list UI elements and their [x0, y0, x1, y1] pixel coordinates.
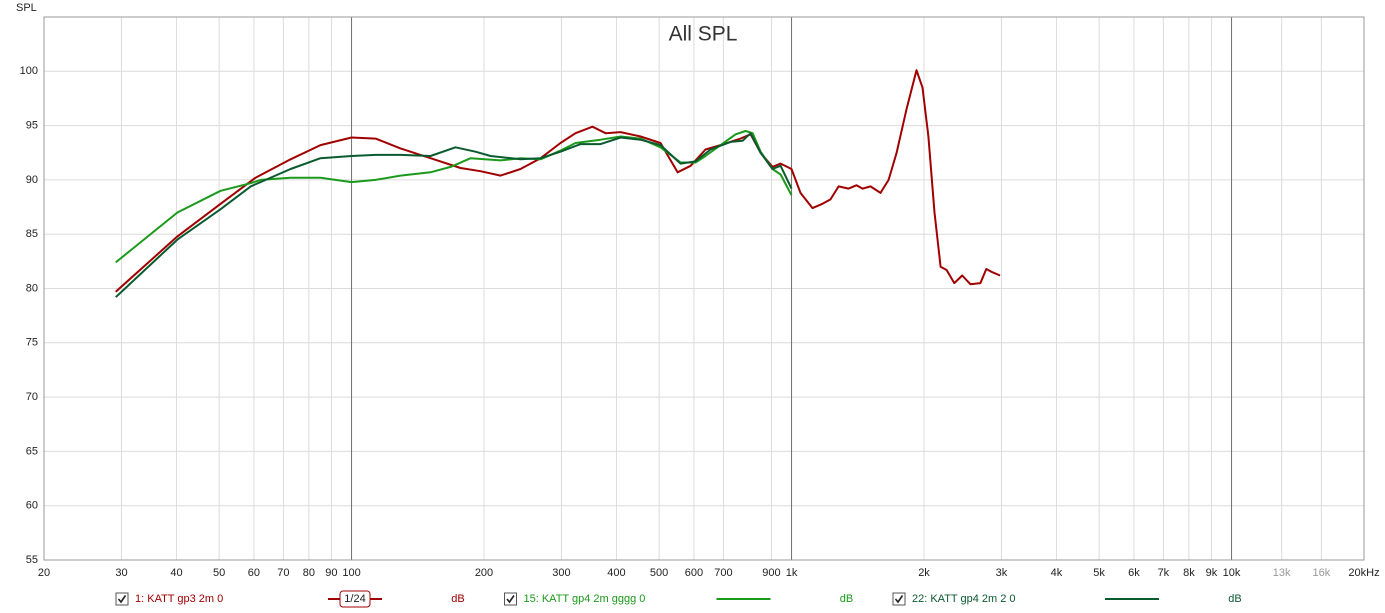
x-tick-label: 600 [685, 567, 703, 579]
x-tick-label: 7k [1158, 567, 1170, 579]
x-tick-label: 8k [1183, 567, 1195, 579]
plot [115, 69, 1001, 298]
x-tick-label: 900 [762, 567, 780, 579]
x-tick-label: 70 [277, 567, 289, 579]
y-tick-label: 60 [26, 500, 38, 512]
x-tick-label: 4k [1051, 567, 1063, 579]
y-tick-label: 90 [26, 174, 38, 186]
y-tick-label: 80 [26, 282, 38, 294]
legend-label: 1: KATT gp3 2m 0 [135, 593, 223, 605]
x-tick-label: 300 [552, 567, 570, 579]
x-tick-label: 50 [213, 567, 225, 579]
y-tick-label: 75 [26, 337, 38, 349]
x-tick-label: 2k [918, 567, 930, 579]
checkmark [506, 595, 515, 604]
checkmark [894, 595, 904, 604]
legend: 1: KATT gp3 2m 0 1/24 dB 15: KATT gp4 2m gg… [115, 590, 1242, 608]
x-tick-label: 60 [248, 567, 260, 579]
y-tick-label: 65 [26, 445, 38, 457]
plot-frame [43, 16, 1365, 561]
legend-label: 15: KATT gp4 2m gggg 0 [524, 593, 646, 605]
x-tick-label: 30 [115, 567, 127, 579]
y-axis-label: SPL [16, 2, 37, 14]
checkmark [117, 595, 127, 604]
x-tick-label: 5k [1093, 567, 1105, 579]
x-tick-label: 9k [1206, 567, 1218, 579]
checkbox[interactable] [892, 592, 906, 606]
x-tick-label: 13k [1273, 567, 1291, 579]
x-tick-label: 100 [342, 567, 360, 579]
x-tick-label: 80 [303, 567, 315, 579]
checkbox[interactable] [504, 592, 517, 606]
smoothing-box[interactable] [339, 590, 371, 608]
smoothing-label: 1/24 [344, 593, 365, 605]
y-tick-label: 55 [26, 554, 38, 566]
series-line [115, 130, 793, 264]
y-tick-label: 100 [20, 65, 38, 77]
x-tick-label: 90 [325, 567, 337, 579]
series-line [115, 132, 793, 298]
x-tick-label: 500 [650, 567, 668, 579]
x-tick-label: 1k [786, 567, 798, 579]
x-tick-label: 10k [1223, 567, 1241, 579]
x-tick-label: 16k [1312, 567, 1330, 579]
y-tick-label: 70 [26, 391, 38, 403]
legend-label: 22: KATT gp4 2m 2 0 [912, 593, 1016, 605]
x-tick-label: 400 [607, 567, 625, 579]
x-tick-label: 6k [1128, 567, 1140, 579]
x-tick-label: 20 [38, 567, 50, 579]
chart-title: All SPL [669, 23, 738, 46]
x-tick-label: 40 [170, 567, 182, 579]
x-tick-label: 20kHz [1348, 567, 1379, 579]
legend-unit: dB [1228, 593, 1241, 605]
x-tick-label: 200 [475, 567, 493, 579]
checkbox[interactable] [115, 592, 129, 606]
y-tick-label: 95 [26, 120, 38, 132]
x-tick-label: 3k [996, 567, 1008, 579]
y-tick-label: 85 [26, 228, 38, 240]
legend-unit: dB [840, 593, 853, 605]
x-tick-label: 700 [714, 567, 732, 579]
legend-unit: dB [451, 593, 464, 605]
